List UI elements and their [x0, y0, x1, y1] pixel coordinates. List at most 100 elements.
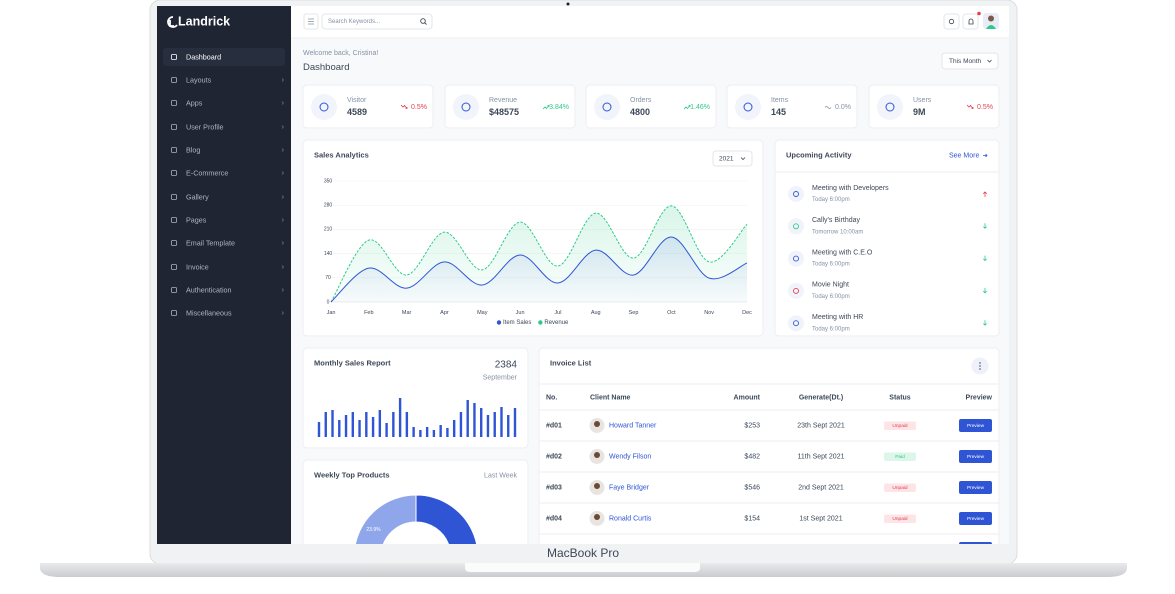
- preview-button[interactable]: [959, 512, 992, 525]
- legend-label: Revenue: [544, 320, 569, 326]
- search-box[interactable]: [321, 13, 433, 30]
- activity-icon-bg: [788, 315, 804, 332]
- bar: [405, 412, 409, 437]
- menu-item: Invoice: [186, 262, 209, 271]
- client-avatar-head: [594, 452, 600, 458]
- stat-icon-bg: [311, 94, 337, 120]
- preview-label: Preview: [967, 516, 985, 522]
- menu-icon: [171, 147, 177, 153]
- column-header: Amount: [734, 394, 761, 401]
- bar: [331, 410, 334, 437]
- stat-trend-icon: [824, 106, 832, 109]
- menu-item: Email Template: [186, 238, 235, 247]
- bar: [378, 410, 382, 437]
- generated-date: 1st Sept 2021: [799, 515, 842, 522]
- preview-button[interactable]: [959, 481, 992, 494]
- stat-card: [868, 84, 1000, 129]
- menu-icon: [171, 124, 177, 130]
- amount: $482: [744, 453, 760, 460]
- bar: [446, 428, 449, 437]
- y-tick-label: 350: [324, 178, 333, 184]
- activity-title: Meeting with HR: [812, 314, 863, 321]
- client-name[interactable]: Howard Tanner: [609, 422, 657, 429]
- bar: [419, 430, 422, 437]
- bar: [365, 412, 368, 437]
- client-avatar-head: [594, 421, 600, 427]
- stat-label: Visitor: [347, 97, 367, 104]
- activity-trend: [983, 191, 987, 197]
- y-tick-label: 70: [325, 275, 331, 281]
- stat-trend-icon: [966, 104, 974, 109]
- stat-change: 0.5%: [411, 104, 427, 111]
- generated-date: 2nd Sept 2021: [798, 484, 844, 491]
- stat-icon: [319, 102, 329, 112]
- status: Unpaid: [892, 423, 908, 429]
- menu-item: Blog: [186, 145, 200, 154]
- period: Last Week: [484, 472, 517, 479]
- donut-slice: [415, 494, 478, 544]
- generated-date: 11th Sept 2021: [798, 453, 845, 460]
- bar: [432, 430, 436, 437]
- activity-title: Meeting with Developers: [812, 185, 889, 192]
- see-more-link[interactable]: See More: [949, 152, 979, 159]
- menu-chevron: [281, 78, 284, 82]
- select-caret: [740, 157, 746, 161]
- stat-label: Items: [771, 97, 789, 104]
- activity-icon: [793, 223, 799, 230]
- stat-card: [302, 84, 434, 129]
- x-tick-label: Feb: [364, 310, 373, 316]
- stat-value: 9M: [913, 107, 926, 117]
- notification-dot: [977, 11, 981, 16]
- menu-icon: [171, 194, 177, 200]
- activity-icon-bg: [788, 186, 804, 202]
- stat-trend-icon: [683, 105, 691, 110]
- preview-label: Preview: [967, 485, 985, 491]
- brand: Landrick: [178, 14, 230, 28]
- year-select[interactable]: [712, 150, 753, 167]
- settings-icon: [948, 18, 955, 25]
- menu-icon: [171, 287, 177, 293]
- menu-chevron: [281, 265, 284, 269]
- menu-chevron: [281, 288, 284, 292]
- x-tick-label: Jun: [516, 310, 525, 316]
- stat-icon-bg: [735, 94, 761, 120]
- menu-chevron: [281, 241, 284, 245]
- bar: [385, 423, 388, 437]
- client-avatar-head: [594, 514, 600, 520]
- client-name[interactable]: Ronald Curtis: [609, 515, 652, 522]
- activity-trend: [983, 320, 987, 326]
- card-title: Invoice List: [550, 358, 592, 367]
- menu-item: Gallery: [186, 192, 209, 201]
- activity-time: Today 6:00pm: [812, 197, 850, 203]
- search-placeholder: Search Keywords...: [328, 19, 380, 25]
- generated-date: 23th Sept 2021: [797, 422, 845, 429]
- activity-time: Today 6:00pm: [812, 294, 850, 300]
- card-title: Monthly Sales Report: [314, 358, 391, 367]
- total: 2384: [495, 360, 518, 371]
- preview-button[interactable]: [959, 419, 992, 432]
- client-name[interactable]: Faye Bridger: [609, 484, 650, 491]
- y-tick-label: 0: [327, 299, 330, 305]
- brand-logo: [167, 16, 178, 28]
- menu-icon: [171, 170, 177, 176]
- stat-icon-bg: [877, 94, 903, 120]
- settings-button[interactable]: [943, 13, 960, 30]
- select-caret: [987, 59, 992, 63]
- menu-item: Pages: [186, 215, 207, 224]
- legend-marker: [496, 320, 502, 325]
- activity-time: Tomorrow 10:00am: [812, 229, 863, 235]
- legend-marker: [538, 320, 543, 325]
- menu-item: Authentication: [186, 285, 232, 294]
- client-name[interactable]: Wendy Filson: [609, 453, 651, 460]
- notification-button[interactable]: [962, 13, 979, 30]
- preview-button[interactable]: [959, 450, 992, 463]
- activity-time: Today 6:00pm: [812, 262, 850, 268]
- stat-icon: [885, 102, 895, 112]
- preview-button[interactable]: [959, 542, 992, 555]
- period-select[interactable]: [941, 52, 999, 70]
- y-tick-label: 210: [324, 227, 333, 233]
- stat-change: 0.0%: [835, 104, 851, 111]
- bar: [459, 412, 463, 437]
- invoice-card: [538, 347, 1000, 544]
